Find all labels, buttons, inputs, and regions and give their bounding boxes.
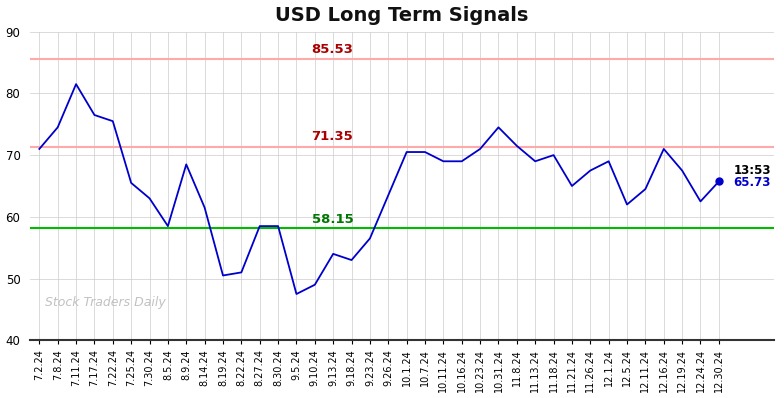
Text: 85.53: 85.53 — [311, 43, 354, 56]
Text: Stock Traders Daily: Stock Traders Daily — [45, 297, 165, 309]
Text: 65.73: 65.73 — [734, 176, 771, 189]
Text: 13:53: 13:53 — [734, 164, 771, 177]
Text: 58.15: 58.15 — [311, 213, 354, 226]
Title: USD Long Term Signals: USD Long Term Signals — [275, 6, 528, 25]
Text: 71.35: 71.35 — [311, 130, 354, 143]
